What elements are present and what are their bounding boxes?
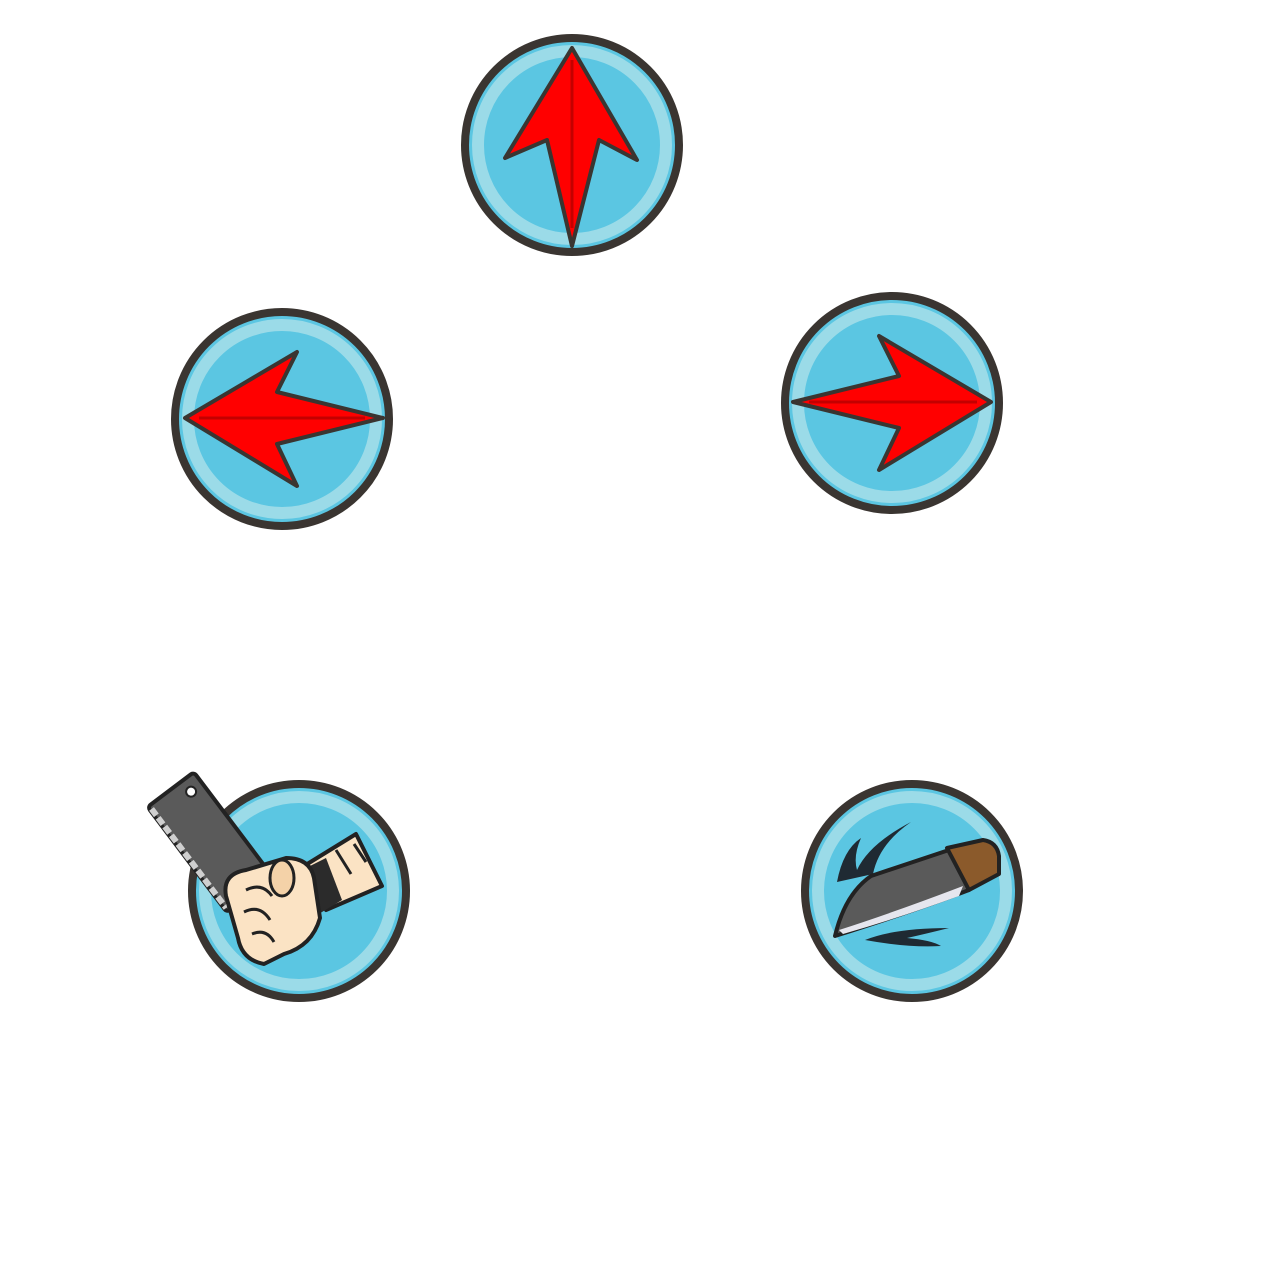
arrow-left-icon xyxy=(171,308,393,530)
flying-knife-icon xyxy=(801,780,1023,1002)
attack-button[interactable] xyxy=(147,771,412,1004)
move-left-button[interactable] xyxy=(169,306,395,532)
throw-knife-button[interactable] xyxy=(799,778,1025,1004)
arrow-right-icon xyxy=(781,292,1003,514)
jump-up-button[interactable] xyxy=(459,32,685,258)
arrow-up-icon xyxy=(461,34,683,256)
cleaver-fist-icon xyxy=(147,771,410,1002)
move-right-button[interactable] xyxy=(779,290,1005,516)
